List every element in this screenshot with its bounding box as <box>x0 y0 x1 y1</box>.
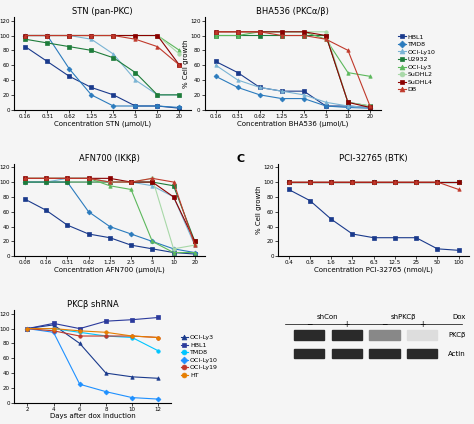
FancyBboxPatch shape <box>407 330 437 340</box>
Text: shCon: shCon <box>317 314 339 320</box>
Text: −: − <box>306 320 312 329</box>
FancyBboxPatch shape <box>369 330 400 340</box>
X-axis label: Days after dox induction: Days after dox induction <box>50 413 136 419</box>
X-axis label: Concentration STN (μmol/L): Concentration STN (μmol/L) <box>54 120 151 127</box>
FancyBboxPatch shape <box>294 330 324 340</box>
Title: BHA536 (PKCα/β): BHA536 (PKCα/β) <box>256 7 329 16</box>
FancyBboxPatch shape <box>407 349 437 358</box>
Y-axis label: % Cell growth: % Cell growth <box>182 39 189 88</box>
FancyBboxPatch shape <box>332 330 362 340</box>
FancyBboxPatch shape <box>332 349 362 358</box>
Title: PKCβ shRNA: PKCβ shRNA <box>67 300 118 309</box>
Text: Actin: Actin <box>448 351 465 357</box>
X-axis label: Concentration AFN700 (μmol/L): Concentration AFN700 (μmol/L) <box>55 267 165 273</box>
X-axis label: Concentration PCI-32765 (nmol/L): Concentration PCI-32765 (nmol/L) <box>314 267 433 273</box>
Title: PCI-32765 (BTK): PCI-32765 (BTK) <box>339 154 408 163</box>
Title: AFN700 (IKKβ): AFN700 (IKKβ) <box>79 154 140 163</box>
Y-axis label: % Cell growth: % Cell growth <box>256 186 262 234</box>
Text: −: − <box>381 320 388 329</box>
X-axis label: Concentration BHA536 (μmol/L): Concentration BHA536 (μmol/L) <box>237 120 348 127</box>
Title: STN (pan-PKC): STN (pan-PKC) <box>72 7 133 16</box>
Text: Dox: Dox <box>452 314 465 320</box>
FancyBboxPatch shape <box>369 349 400 358</box>
Text: PKCβ: PKCβ <box>448 332 465 338</box>
Text: C: C <box>236 154 244 164</box>
Legend: OCI-Ly3, HBL1, TMD8, OCI-Ly10, OCI-Ly19, HT: OCI-Ly3, HBL1, TMD8, OCI-Ly10, OCI-Ly19,… <box>181 335 218 378</box>
Text: +: + <box>419 320 425 329</box>
Text: shPKCβ: shPKCβ <box>391 314 416 320</box>
FancyBboxPatch shape <box>294 349 324 358</box>
Legend: HBL1, TMD8, OCI-Ly10, U2932, OCI-Ly3, SuDHL2, SuDHL4, DB: HBL1, TMD8, OCI-Ly10, U2932, OCI-Ly3, Su… <box>398 34 436 92</box>
Text: +: + <box>344 320 350 329</box>
